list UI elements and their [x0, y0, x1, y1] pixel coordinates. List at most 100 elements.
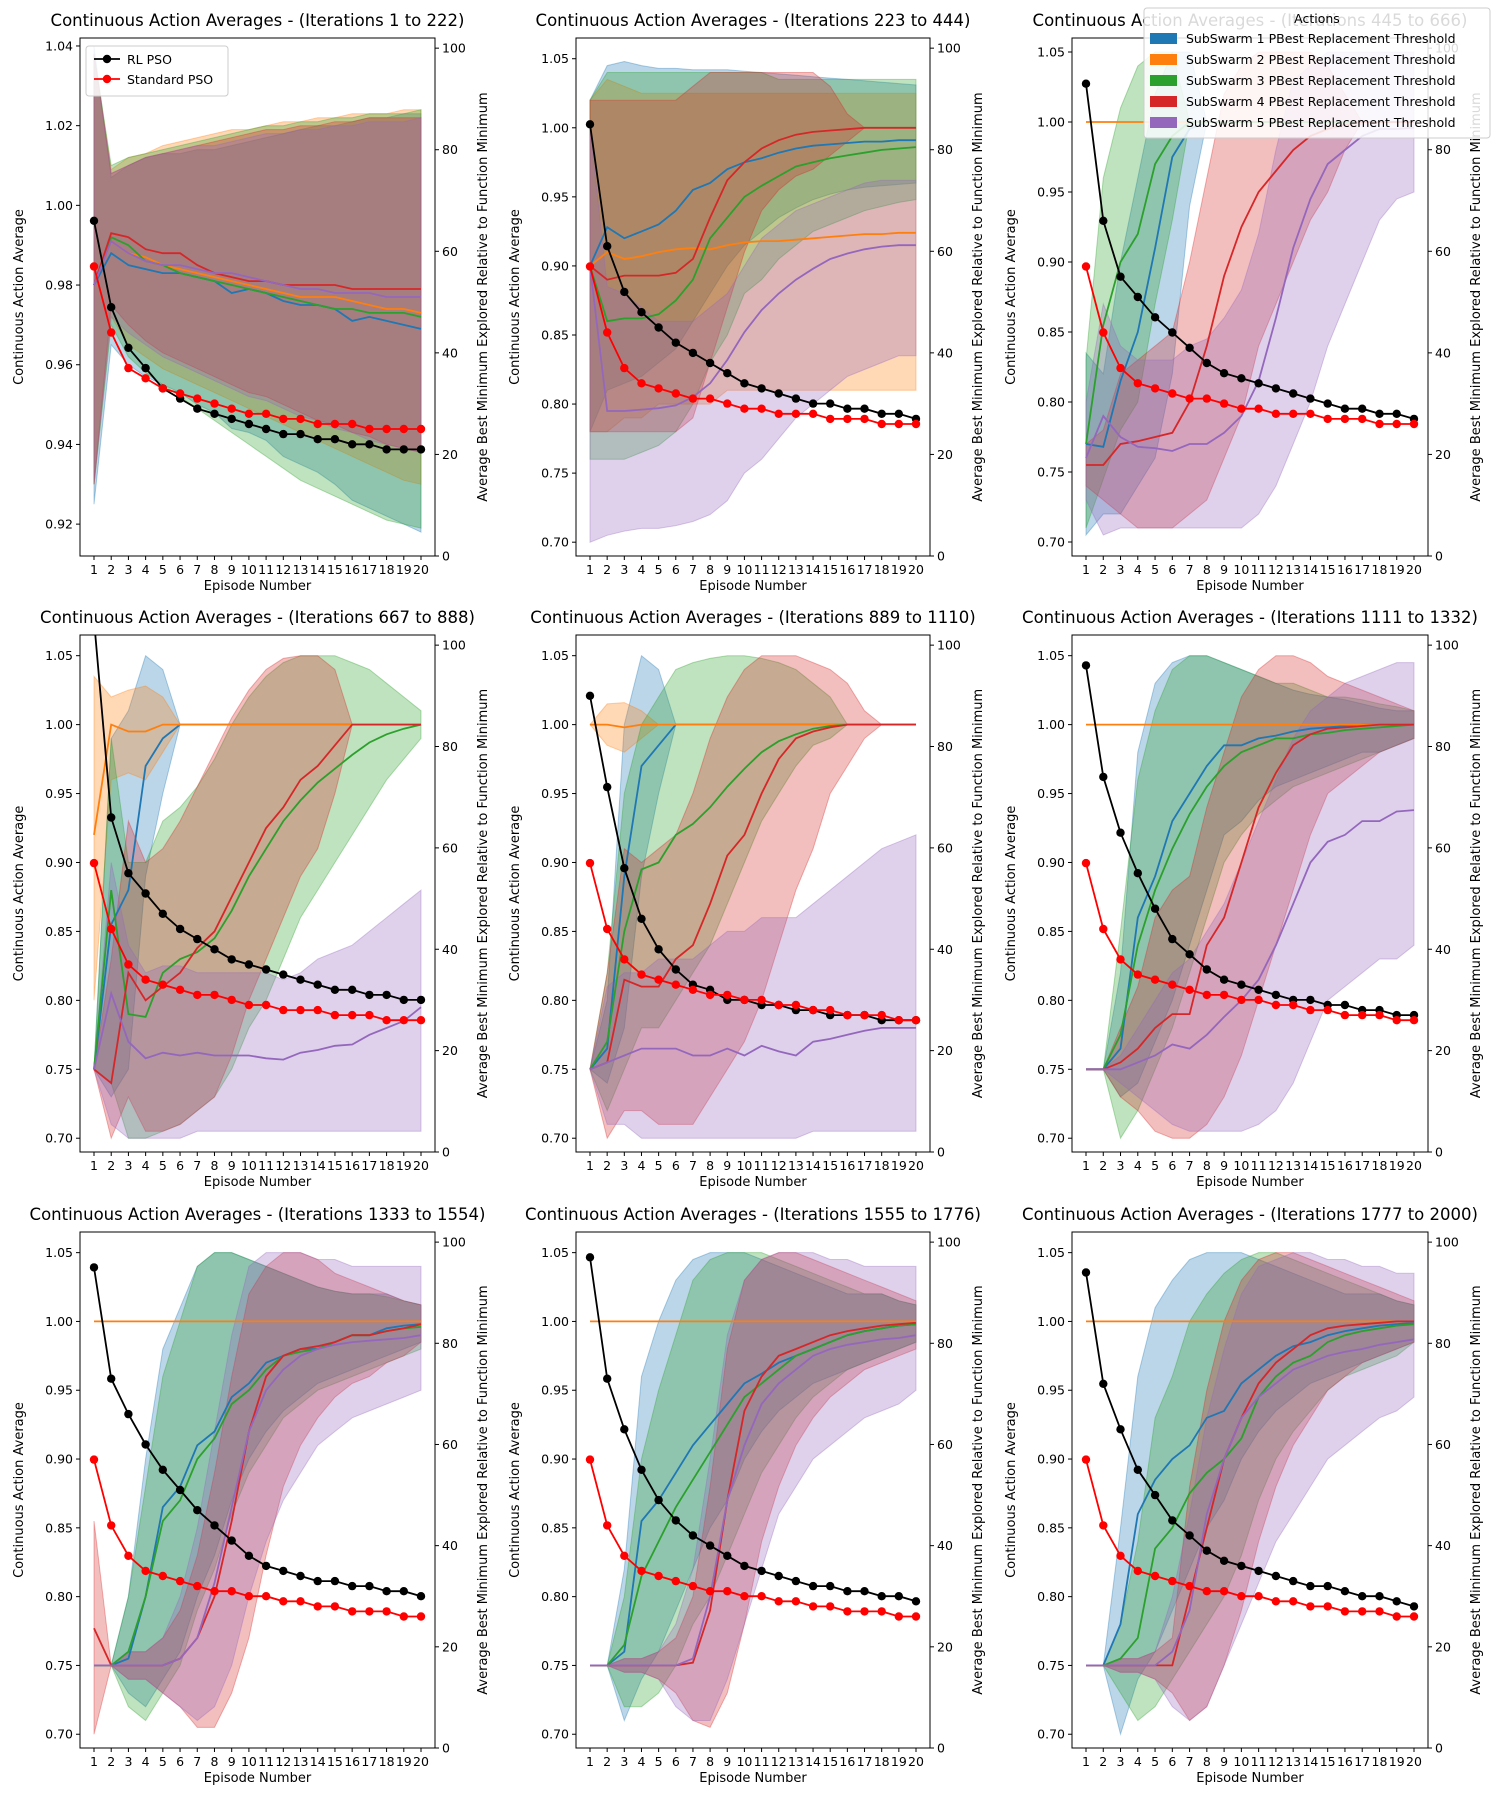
x-tick-label: 2 — [603, 562, 611, 577]
y2-tick-label: 0 — [937, 1741, 945, 1756]
y-tick-label: 1.05 — [541, 648, 569, 663]
point-standard-pso — [399, 1612, 408, 1621]
y-tick-label: 0.96 — [45, 357, 73, 372]
point-standard-pso — [210, 399, 219, 408]
x-tick-label: 1 — [1082, 562, 1090, 577]
point-rl-pso — [261, 1561, 271, 1571]
point-standard-pso — [107, 328, 116, 337]
point-standard-pso — [124, 363, 133, 373]
point-rl-pso — [1237, 1561, 1246, 1571]
x-tick-label: 9 — [723, 562, 731, 577]
point-standard-pso — [1099, 924, 1108, 934]
chart-title: Continuous Action Averages - (Iterations… — [1022, 1205, 1478, 1224]
chart-title: Continuous Action Averages - (Iterations… — [30, 1205, 486, 1224]
y2-tick-label: 0 — [1435, 1741, 1443, 1756]
x-axis-label: Episode Number — [204, 579, 312, 594]
point-rl-pso — [1375, 1592, 1384, 1601]
point-standard-pso — [911, 1612, 921, 1621]
y2-axis-label: Average Best Minimum Explored Relative t… — [476, 1285, 491, 1694]
line-subswarm-3 — [589, 146, 917, 323]
point-rl-pso — [791, 394, 801, 403]
point-rl-pso — [365, 990, 374, 1000]
y2-tick-label: 80 — [937, 739, 953, 754]
point-standard-pso — [1081, 1455, 1091, 1464]
y-tick-label: 1.00 — [45, 198, 73, 213]
y2-tick-label: 80 — [442, 142, 458, 157]
point-rl-pso — [1185, 343, 1194, 352]
point-rl-pso — [124, 869, 133, 878]
point-standard-pso — [877, 1607, 886, 1616]
point-rl-pso — [1392, 409, 1401, 418]
x-tick-label: 5 — [1151, 562, 1159, 577]
point-standard-pso — [1219, 1587, 1229, 1596]
x-tick-label: 7 — [1186, 1754, 1194, 1769]
point-rl-pso — [603, 242, 612, 251]
point-standard-pso — [860, 1607, 869, 1616]
point-standard-pso — [416, 424, 426, 434]
point-standard-pso — [365, 1607, 374, 1616]
point-rl-pso — [637, 914, 646, 923]
x-tick-label: 17 — [1354, 1158, 1370, 1173]
x-tick-label: 19 — [1389, 1158, 1405, 1173]
point-rl-pso — [193, 1506, 202, 1515]
point-rl-pso — [365, 440, 374, 449]
x-tick-label: 4 — [142, 562, 150, 577]
point-standard-pso — [860, 414, 869, 424]
point-rl-pso — [382, 445, 391, 454]
x-tick-label: 6 — [176, 562, 184, 577]
point-standard-pso — [723, 399, 732, 408]
band-subswarm-5 — [94, 1252, 422, 1722]
point-standard-pso — [244, 1592, 254, 1601]
x-tick-label: 4 — [637, 1754, 645, 1769]
y-tick-label: 0.75 — [1037, 1658, 1065, 1673]
plot-area — [89, 45, 426, 533]
x-tick-label: 13 — [1285, 1754, 1301, 1769]
point-standard-pso — [1340, 1607, 1350, 1616]
y-tick-label: 1.00 — [45, 1314, 73, 1329]
y-tick-label: 0.90 — [1037, 1452, 1065, 1467]
x-tick-label: 16 — [1337, 1754, 1353, 1769]
point-standard-pso — [296, 1597, 305, 1606]
point-standard-pso — [1237, 404, 1246, 413]
band-subswarm-4 — [93, 655, 421, 1140]
chart-title: Continuous Action Averages - (Iterations… — [51, 11, 465, 30]
chart-panel-8: 0.70 0.75 0.80 0.85 0.90 0.95 1.00 1.05 0 20 40 60 8… — [508, 1205, 986, 1786]
point-rl-pso — [585, 120, 595, 129]
y-axis-label: Continuous Action Average — [508, 209, 523, 385]
point-standard-pso — [1202, 1587, 1212, 1596]
point-rl-pso — [416, 1592, 426, 1601]
point-rl-pso — [141, 889, 150, 898]
x-tick-label: 18 — [874, 1754, 890, 1769]
point-standard-pso — [705, 394, 715, 403]
y-tick-label: 0.70 — [45, 1131, 73, 1146]
point-standard-pso — [1185, 1581, 1194, 1591]
y-tick-label: 1.05 — [541, 51, 569, 66]
point-standard-pso — [244, 409, 254, 418]
point-rl-pso — [261, 424, 271, 434]
y-tick-label: 0.80 — [1037, 395, 1065, 410]
point-standard-pso — [244, 1000, 254, 1010]
x-tick-label: 9 — [1220, 1158, 1228, 1173]
point-rl-pso — [175, 1485, 185, 1495]
y2-tick-label: 20 — [1435, 1639, 1451, 1654]
x-tick-label: 20 — [908, 562, 924, 577]
point-standard-pso — [911, 419, 921, 429]
x-tick-label: 9 — [228, 562, 236, 577]
x-tick-label: 15 — [327, 562, 343, 577]
x-tick-label: 11 — [1251, 1754, 1267, 1769]
x-tick-label: 10 — [241, 1754, 257, 1769]
point-rl-pso — [1306, 394, 1315, 403]
point-rl-pso — [399, 1587, 408, 1596]
point-rl-pso — [1237, 374, 1246, 383]
point-rl-pso — [620, 864, 629, 873]
point-rl-pso — [261, 965, 271, 974]
x-tick-label: 5 — [159, 1754, 167, 1769]
point-rl-pso — [107, 303, 116, 312]
plot-area — [89, 1252, 426, 1735]
x-tick-label: 17 — [361, 1754, 377, 1769]
x-tick-label: 16 — [1337, 562, 1353, 577]
y-tick-label: 0.85 — [1037, 325, 1065, 340]
x-tick-label: 18 — [874, 1158, 890, 1173]
point-rl-pso — [124, 343, 133, 352]
point-standard-pso — [826, 1005, 835, 1015]
